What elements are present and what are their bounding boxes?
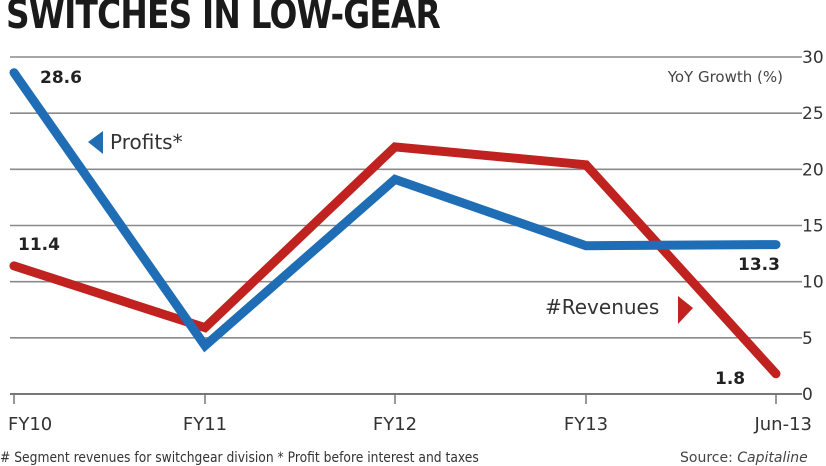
x-tick-label: FY10 bbox=[8, 414, 52, 435]
x-tick-label: Jun-13 bbox=[753, 414, 812, 435]
data-labels: 28.6 13.3 11.4 1.8 bbox=[18, 68, 780, 389]
y-tick-label: 0 bbox=[802, 385, 813, 405]
source-note: Source: Capitaline bbox=[680, 450, 808, 466]
data-label: 13.3 bbox=[738, 255, 780, 275]
x-tick-label: FY12 bbox=[373, 414, 417, 435]
source-name: Capitaline bbox=[737, 450, 807, 466]
gridlines bbox=[10, 57, 802, 338]
y-tick-label: 30 bbox=[802, 48, 824, 68]
legend-label-profits: Profits* bbox=[110, 130, 183, 154]
data-label: 1.8 bbox=[715, 369, 745, 389]
x-axis: FY10 FY11 FY12 FY13 Jun-13 bbox=[8, 394, 812, 435]
y-tick-label: 20 bbox=[802, 160, 824, 180]
y-tick-label: 25 bbox=[802, 104, 824, 124]
series-lines bbox=[14, 73, 776, 374]
legend-arrow-right-icon bbox=[678, 296, 693, 324]
y-tick-labels: 0 5 10 15 20 25 30 bbox=[802, 48, 824, 405]
data-label: 28.6 bbox=[40, 68, 82, 88]
legend-label-revenues: #Revenues bbox=[545, 295, 659, 319]
source-prefix: Source: bbox=[680, 450, 737, 466]
y-tick-label: 10 bbox=[802, 273, 824, 293]
legend: Profits* #Revenues bbox=[88, 130, 693, 324]
y-axis-label: YoY Growth (%) bbox=[667, 68, 783, 86]
y-tick-label: 15 bbox=[802, 217, 824, 237]
y-tick-label: 5 bbox=[802, 329, 813, 349]
data-label: 11.4 bbox=[18, 235, 60, 255]
legend-arrow-left-icon bbox=[88, 131, 103, 154]
x-tick-label: FY11 bbox=[183, 414, 227, 435]
footnote: # Segment revenues for switchgear divisi… bbox=[0, 450, 479, 466]
x-tick-label: FY13 bbox=[564, 414, 608, 435]
